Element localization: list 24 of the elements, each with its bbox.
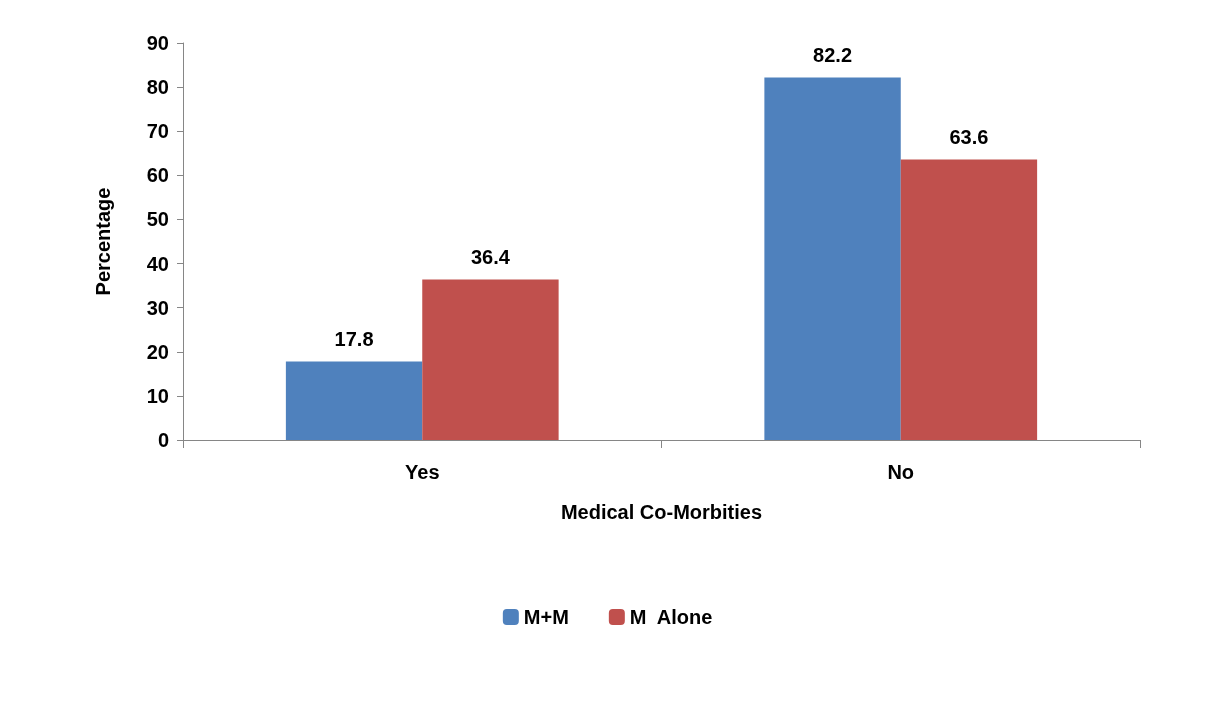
bar [285, 361, 423, 440]
x-axis-title: Medical Co-Morbities [560, 501, 763, 523]
y-tick-label: 80 [146, 76, 169, 99]
data-label: 36.4 [470, 246, 511, 269]
y-tick-label: 30 [146, 296, 169, 319]
bar [422, 279, 559, 440]
x-tick-label: Yes [405, 461, 440, 483]
data-label: 82.2 [813, 44, 853, 67]
y-tick-label: 90 [146, 32, 169, 54]
y-tick-label: 70 [146, 120, 169, 143]
y-axis-title: Percentage [92, 187, 114, 296]
y-tick-label: 50 [146, 208, 169, 231]
data-label: 63.6 [949, 126, 989, 149]
y-tick-label: 40 [146, 252, 169, 275]
legend-label: M Alone [629, 606, 713, 628]
bar [764, 77, 901, 440]
y-tick-label: 0 [157, 429, 169, 451]
y-tick-label: 60 [146, 164, 169, 187]
x-tick-label: No [887, 461, 915, 483]
y-tick-label: 10 [146, 384, 169, 407]
y-tick-label: 20 [146, 340, 169, 363]
legend-label: M+M [523, 606, 569, 628]
data-label: 17.8 [334, 328, 374, 351]
bar [900, 159, 1038, 440]
